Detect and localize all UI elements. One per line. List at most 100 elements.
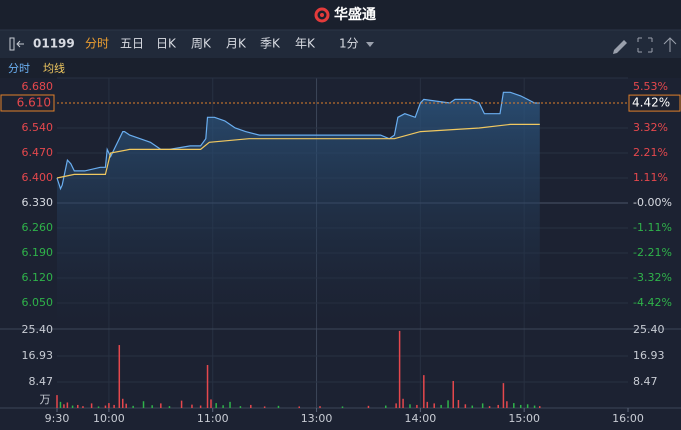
volume-bar	[416, 404, 418, 408]
y2-tick-label: -2.21%	[633, 246, 672, 259]
volume-bar	[298, 406, 300, 408]
y2-tick-label: 8.47	[633, 375, 658, 388]
y2-tick-label: -3.32%	[633, 271, 672, 284]
volume-bar	[222, 405, 224, 408]
tab[interactable]: 年K	[295, 37, 316, 51]
tab[interactable]: 日K	[156, 37, 177, 51]
last-change-box	[628, 94, 681, 112]
series-line	[56, 91, 540, 191]
y2-tick-label: 16.93	[633, 349, 665, 362]
y2-tick-label: -1.11%	[633, 221, 672, 234]
volume-bar	[481, 403, 484, 408]
y2-tick-label: -4.42%	[633, 296, 672, 309]
edit-icon[interactable]	[613, 40, 627, 54]
volume-bar	[122, 398, 124, 408]
fullscreen-icon[interactable]	[637, 37, 653, 53]
logo	[314, 7, 330, 23]
volume-bar	[433, 403, 435, 408]
volume-bar	[215, 403, 217, 408]
unit-label: 万	[40, 393, 51, 406]
volume-bar	[385, 405, 387, 408]
interval-select[interactable]: 1分	[339, 37, 359, 51]
x-tick-label: 13:00	[301, 412, 333, 425]
volume-bar	[423, 375, 425, 408]
close-icon[interactable]	[663, 37, 677, 52]
volume-bar	[77, 404, 79, 408]
volume-bar	[82, 406, 84, 408]
volume-bar	[125, 403, 127, 408]
volume-bar	[56, 395, 58, 408]
volume-bar	[97, 406, 100, 408]
volume-bar	[63, 404, 65, 408]
x-tick-label: 16:00	[612, 412, 644, 425]
y-tick-label: 6.190	[22, 246, 54, 259]
volume-bar	[59, 401, 62, 408]
volume-bar	[277, 405, 280, 408]
tab[interactable]: 五日	[120, 37, 144, 51]
y-tick-label: 8.47	[29, 375, 54, 388]
toolbar	[0, 30, 681, 58]
volume-bar	[526, 404, 529, 408]
volume-bar	[488, 406, 491, 408]
volume-bar	[471, 405, 474, 408]
volume-bar	[104, 405, 107, 408]
y-tick-label: 6.400	[22, 171, 54, 184]
volume-bar	[341, 406, 344, 408]
volume-bar	[457, 400, 460, 408]
tab[interactable]: 分时	[85, 37, 109, 51]
legend-bar	[0, 58, 681, 78]
volume-bar	[132, 405, 134, 408]
y2-tick-label: 1.11%	[633, 171, 668, 184]
last-price-label: 6.610	[17, 96, 51, 110]
y-tick-label: 6.120	[22, 271, 54, 284]
volume-bar	[118, 345, 121, 408]
y2-tick-label: 3.32%	[633, 121, 668, 134]
header-bar	[0, 0, 681, 30]
y2-tick-label: 25.40	[633, 323, 665, 336]
icon-part	[16, 40, 24, 48]
volume-bar	[229, 401, 231, 408]
legend-entry[interactable]: 均线	[43, 61, 65, 75]
brand: 华盛通	[334, 6, 376, 23]
volume-bar	[367, 405, 370, 408]
legend-entry[interactable]: 分时	[8, 62, 30, 75]
tab[interactable]: 季K	[260, 37, 281, 51]
volume-bar	[440, 404, 442, 408]
volume-bar	[452, 380, 454, 408]
y-tick-label: 6.470	[22, 146, 54, 159]
volume-bar	[210, 399, 212, 408]
volume-bar	[447, 400, 449, 408]
volume-bar	[66, 402, 69, 408]
dropdown-arrow[interactable]	[366, 42, 374, 47]
last-price-box	[0, 94, 55, 112]
volume-bar	[71, 405, 74, 408]
collapse-icon[interactable]	[9, 37, 24, 51]
y-tick-label: 6.050	[22, 296, 54, 309]
volume-bar	[168, 406, 171, 408]
last-change-label: 4.42%	[632, 96, 670, 110]
price-area	[57, 92, 540, 328]
y2-tick-label: -0.00%	[633, 196, 672, 209]
volume-bar	[533, 405, 536, 408]
volume-bar	[539, 406, 541, 408]
x-tick-label: 10:00	[93, 412, 125, 425]
volume-bar	[199, 405, 202, 408]
volume-bar	[90, 403, 93, 408]
volume-bar	[250, 404, 252, 408]
series-line	[56, 123, 540, 179]
volume-bar	[426, 401, 429, 408]
volume-bar	[402, 398, 404, 408]
y2-tick-label: 2.21%	[633, 146, 668, 159]
tab[interactable]: 周K	[191, 37, 212, 51]
tab[interactable]: 月K	[226, 37, 247, 51]
volume-bar	[502, 383, 505, 408]
volume-bar	[180, 400, 183, 408]
stock-code: 01199	[33, 37, 75, 51]
volume-bar	[151, 405, 153, 408]
volume-bar	[263, 406, 266, 408]
volume-bar	[513, 403, 515, 408]
x-tick-label: 11:00	[197, 412, 229, 425]
x-tick-label: 14:00	[405, 412, 437, 425]
y-tick-label: 6.260	[22, 221, 54, 234]
